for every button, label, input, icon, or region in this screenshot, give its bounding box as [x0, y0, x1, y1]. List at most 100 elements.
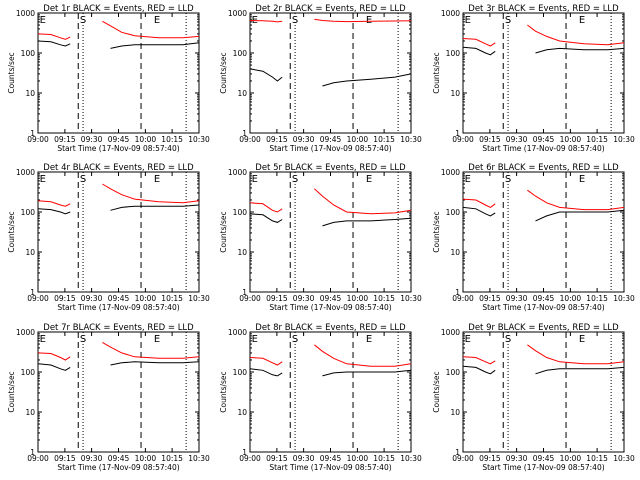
x-tick-label: 10:15 — [373, 294, 395, 303]
y-tick-label: 10 — [237, 89, 247, 98]
series-line-events — [462, 46, 625, 56]
chart-title: Det 8r BLACK = Events, RED = LLD — [255, 323, 406, 333]
event-marker-e: E — [579, 174, 585, 185]
plot-frame — [462, 171, 625, 293]
event-marker-s: S — [505, 334, 511, 345]
plot-frame — [37, 171, 200, 293]
x-tick-label: 10:15 — [161, 294, 183, 303]
event-marker-s: S — [505, 174, 511, 185]
x-tick-label: 09:30 — [293, 454, 315, 463]
x-tick-label: 09:30 — [506, 454, 528, 463]
x-tick-label: 09:45 — [320, 135, 342, 144]
plot-frame — [462, 12, 625, 134]
chart-panel-7: Det 7r BLACK = Events, RED = LLD 1 10 100 10… — [7, 323, 210, 472]
event-marker-e: E — [366, 15, 372, 26]
x-tick-label: 09:30 — [506, 294, 528, 303]
event-marker-s: S — [80, 334, 86, 345]
series-line-events — [249, 68, 412, 87]
x-tick-label: 09:00 — [27, 135, 49, 144]
event-marker-e: E — [366, 334, 372, 345]
y-tick-label: 10 — [450, 408, 460, 417]
x-tick-label: 10:15 — [586, 135, 608, 144]
series-line-events — [37, 40, 200, 49]
y-tick-label: 1000 — [16, 328, 35, 337]
event-marker-s: S — [292, 15, 298, 26]
chart-title: Det 3r BLACK = Events, RED = LLD — [468, 4, 619, 14]
y-tick-label: 100 — [21, 208, 36, 217]
x-tick-label: 09:45 — [108, 454, 130, 463]
y-tick-label: 1000 — [16, 168, 35, 177]
y-tick-label: 1 — [455, 129, 460, 138]
event-marker-e: E — [465, 334, 471, 345]
x-tick-label: 09:30 — [293, 294, 315, 303]
x-tick-label: 09:45 — [533, 454, 555, 463]
x-tick-label: 09:30 — [81, 294, 103, 303]
x-tick-label: 09:15 — [54, 294, 76, 303]
chart-panel-8: Det 8r BLACK = Events, RED = LLD 1 10 100 10… — [219, 323, 422, 472]
x-tick-label: 10:30 — [400, 294, 422, 303]
y-tick-label: 1 — [242, 129, 247, 138]
series-line-lld — [37, 20, 200, 40]
x-tick-label: 10:30 — [188, 135, 210, 144]
chart-panel-5: Det 5r BLACK = Events, RED = LLD 1 10 100 10… — [219, 163, 422, 312]
x-tick-label: 09:00 — [452, 454, 474, 463]
x-tick-label: 09:00 — [239, 294, 261, 303]
plot-frame — [462, 331, 625, 453]
event-marker-e: E — [40, 174, 46, 185]
y-axis-label: Counts/sec — [219, 371, 228, 412]
y-tick-label: 1 — [30, 129, 35, 138]
x-tick-label: 10:00 — [135, 135, 157, 144]
chart-panel-3: Det 3r BLACK = Events, RED = LLD 1 10 100 10… — [432, 4, 635, 153]
plot-frame — [249, 331, 412, 453]
x-tick-label: 10:15 — [161, 135, 183, 144]
y-tick-label: 10 — [237, 408, 247, 417]
x-tick-label: 10:30 — [613, 294, 635, 303]
x-axis-label: Start Time (17-Nov-09 08:57:40) — [57, 463, 179, 472]
y-tick-label: 100 — [446, 368, 461, 377]
y-tick-label: 10 — [450, 89, 460, 98]
y-tick-label: 1000 — [441, 168, 460, 177]
x-tick-label: 09:00 — [452, 294, 474, 303]
x-tick-label: 10:00 — [560, 294, 582, 303]
y-tick-label: 100 — [446, 49, 461, 58]
plot-frame — [249, 171, 412, 293]
plot-frame — [249, 12, 412, 134]
x-tick-label: 09:45 — [320, 294, 342, 303]
x-tick-label: 10:15 — [586, 294, 608, 303]
y-tick-label: 1 — [30, 448, 35, 457]
series-line-lld — [462, 24, 625, 47]
x-axis-label: Start Time (17-Nov-09 08:57:40) — [57, 303, 179, 312]
event-marker-s: S — [292, 174, 298, 185]
y-axis-label: Counts/sec — [7, 52, 16, 93]
plot-frame — [37, 331, 200, 453]
x-tick-label: 10:00 — [347, 135, 369, 144]
chart-title: Det 6r BLACK = Events, RED = LLD — [468, 163, 619, 173]
x-tick-label: 09:45 — [108, 294, 130, 303]
x-tick-label: 10:30 — [613, 454, 635, 463]
y-tick-label: 10 — [450, 248, 460, 257]
x-axis-label: Start Time (17-Nov-09 08:57:40) — [57, 144, 179, 153]
x-axis-label: Start Time (17-Nov-09 08:57:40) — [482, 144, 604, 153]
event-marker-e: E — [252, 174, 258, 185]
x-tick-label: 10:30 — [613, 135, 635, 144]
x-tick-label: 09:00 — [239, 135, 261, 144]
event-marker-e: E — [40, 15, 46, 26]
chart-panel-9: Det 9r BLACK = Events, RED = LLD 1 10 100 10… — [432, 323, 635, 472]
event-marker-e: E — [579, 334, 585, 345]
y-tick-label: 1000 — [441, 9, 460, 18]
x-tick-label: 10:00 — [347, 294, 369, 303]
y-tick-label: 1000 — [228, 9, 247, 18]
y-axis-label: Counts/sec — [7, 371, 16, 412]
y-tick-label: 10 — [25, 248, 35, 257]
y-axis-label: Counts/sec — [219, 52, 228, 93]
x-axis-label: Start Time (17-Nov-09 08:57:40) — [269, 303, 391, 312]
event-marker-s: S — [505, 15, 511, 26]
y-axis-label: Counts/sec — [432, 371, 441, 412]
series-line-lld — [462, 344, 625, 365]
x-tick-label: 09:00 — [27, 294, 49, 303]
y-tick-label: 1000 — [228, 168, 247, 177]
x-tick-label: 09:15 — [266, 135, 288, 144]
y-tick-label: 100 — [233, 368, 248, 377]
x-tick-label: 10:15 — [373, 135, 395, 144]
